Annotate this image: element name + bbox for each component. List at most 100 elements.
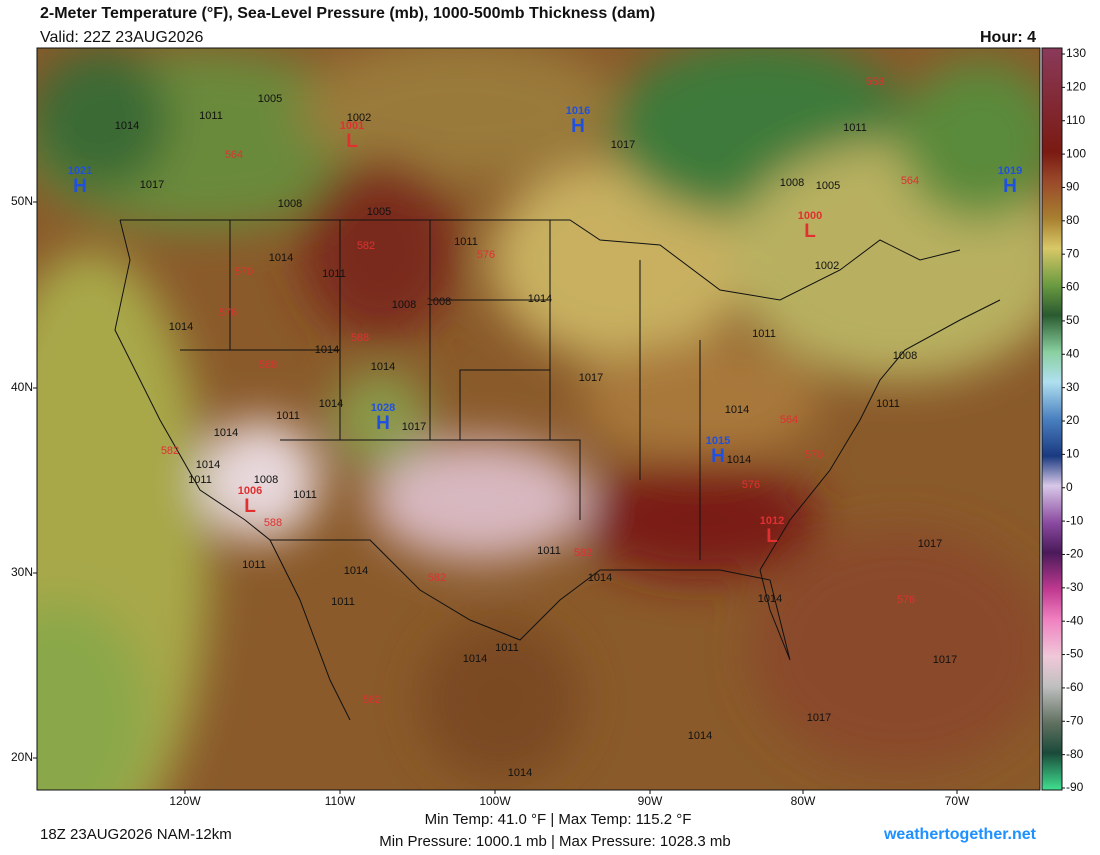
lon-label: 90W	[638, 794, 663, 808]
isobar-label: 1008	[392, 299, 416, 311]
model-run: 18Z 23AUG2026 NAM-12km	[40, 826, 232, 843]
colorbar-tick-label: -40	[1066, 613, 1084, 627]
isobar-label: 1005	[258, 93, 282, 105]
isobar-label: 1017	[402, 421, 426, 433]
thickness-label: 576	[897, 594, 915, 606]
isobar-label: 1017	[918, 538, 942, 550]
isobar-label: 1014	[214, 427, 238, 439]
isobar-label: 1014	[315, 344, 339, 356]
thickness-label: 588	[351, 332, 369, 344]
isobar-label: 1011	[495, 642, 519, 654]
thickness-label: 582	[574, 547, 592, 559]
colorbar-tick-label: 70	[1066, 246, 1080, 260]
pressure-center-value: 1006	[238, 485, 262, 497]
colorbar-tick-label: -80	[1066, 747, 1084, 761]
isobar-label: 1011	[537, 545, 561, 557]
isobar-label: 1014	[463, 653, 487, 665]
isobar-label: 1011	[293, 489, 317, 501]
thickness-label: 582	[357, 240, 375, 252]
forecast-hour: Hour: 4	[980, 29, 1036, 46]
thickness-label: 588	[259, 359, 277, 371]
isobar-label: 1002	[815, 260, 839, 272]
pressure-center-letter: H	[571, 116, 585, 137]
lat-label: 40N	[11, 380, 33, 394]
isobar-label: 1008	[278, 198, 302, 210]
isobar-label: 1014	[688, 730, 712, 742]
colorbar-tick-label: -20	[1066, 547, 1084, 561]
isobar-label: 1017	[933, 654, 957, 666]
isobar-label: 1014	[725, 404, 749, 416]
isobar-label: 1014	[115, 120, 139, 132]
thickness-label: 564	[901, 175, 919, 187]
isobar-label: 1011	[199, 110, 223, 122]
thickness-label: 582	[161, 445, 179, 457]
isobar-label: 1017	[807, 712, 831, 724]
isobar-label: 1011	[242, 559, 266, 571]
colorbar-tick-label: 80	[1066, 213, 1080, 227]
lon-label: 80W	[791, 794, 816, 808]
thickness-label: 564	[225, 149, 243, 161]
isobar-label: 1008	[893, 350, 917, 362]
colorbar-tick-label: 110	[1066, 113, 1085, 127]
site-link[interactable]: weathertogether.net	[883, 826, 1037, 843]
isobar-label: 1008	[780, 177, 804, 189]
pressure-center-value: 1015	[706, 435, 730, 447]
colorbar-tick-label: 120	[1066, 80, 1086, 94]
isobar-label: 1002	[347, 112, 371, 124]
lat-label: 50N	[11, 194, 33, 208]
pressure-center-letter: L	[346, 131, 358, 152]
isobar-label: 1011	[276, 410, 300, 422]
pressure-center-letter: H	[1003, 176, 1017, 197]
map	[37, 48, 1040, 790]
colorbar-tick-label: 10	[1066, 447, 1080, 461]
map-frame	[36, 47, 1041, 791]
pressure-center-letter: H	[711, 446, 725, 467]
isobar-label: 1014	[371, 361, 395, 373]
colorbar-tick-label: 30	[1066, 380, 1080, 394]
isobar-label: 1014	[169, 321, 193, 333]
lon-label: 120W	[169, 794, 201, 808]
isobar-label: 1014	[196, 459, 220, 471]
thickness-label: 588	[264, 517, 282, 529]
pressure-center-letter: L	[244, 496, 256, 517]
pressure-center-letter: L	[766, 526, 778, 547]
temp-range: Min Temp: 41.0 °F | Max Temp: 115.2 °F	[425, 811, 692, 828]
colorbar-tick-label: -10	[1066, 513, 1084, 527]
thickness-label: 582	[428, 572, 446, 584]
colorbar-tick-label: -50	[1066, 647, 1084, 661]
pressure-center-letter: H	[376, 413, 390, 434]
pressure-center-value: 1016	[566, 105, 590, 117]
pressure-center-value: 1000	[798, 210, 822, 222]
valid-time: Valid: 22Z 23AUG2026	[40, 29, 203, 46]
isobar-label: 1014	[344, 565, 368, 577]
pressure-center-letter: L	[804, 221, 816, 242]
pressure-center-letter: H	[73, 176, 87, 197]
pressure-center-value: 1019	[998, 165, 1022, 177]
pressure-range: Min Pressure: 1000.1 mb | Max Pressure: …	[379, 833, 731, 850]
thickness-label: 570	[805, 449, 823, 461]
thickness-label: 582	[363, 694, 381, 706]
isobar-label: 1014	[319, 398, 343, 410]
isobar-label: 1011	[188, 474, 212, 486]
colorbar-tick-label: 20	[1066, 413, 1080, 427]
pressure-center-value: 1021	[68, 165, 92, 177]
colorbar-tick-label: 100	[1066, 146, 1086, 160]
colorbar-tick-label: -30	[1066, 580, 1084, 594]
isobar-label: 1011	[876, 398, 900, 410]
pressure-center-value: 1028	[371, 402, 395, 414]
isobar-label: 1017	[611, 139, 635, 151]
colorbar-tick-label: -70	[1066, 713, 1084, 727]
isobar-label: 1011	[454, 236, 478, 248]
isobar-label: 1014	[758, 593, 782, 605]
thickness-label: 576	[219, 307, 237, 319]
isobar-label: 1017	[579, 372, 603, 384]
colorbar-tick-label: 50	[1066, 313, 1080, 327]
thickness-label: 564	[780, 414, 798, 426]
isobar-label: 1014	[269, 252, 293, 264]
isobar-label: 1011	[843, 122, 867, 134]
thickness-label: 576	[742, 479, 760, 491]
isobar-label: 1017	[140, 179, 164, 191]
thickness-label: 576	[477, 249, 495, 261]
colorbar-tick-label: 130	[1066, 46, 1086, 60]
